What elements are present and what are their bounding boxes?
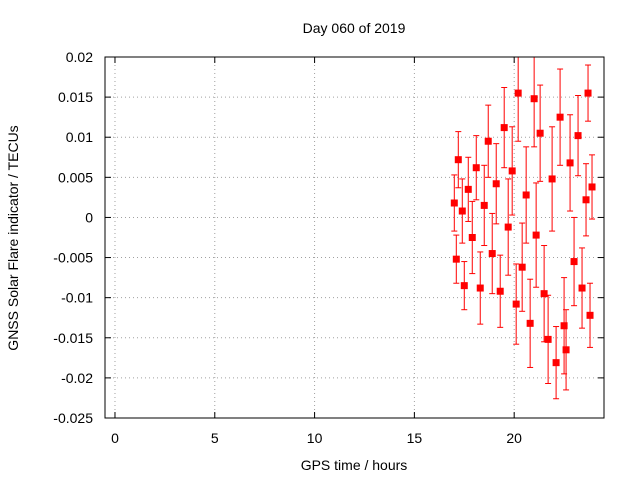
x-tick-label: 0	[111, 430, 119, 446]
data-point	[588, 183, 596, 191]
data-point	[518, 263, 526, 271]
data-point	[536, 129, 544, 137]
data-point	[512, 300, 520, 308]
x-axis-label: GPS time / hours	[301, 457, 408, 473]
data-point	[532, 231, 540, 239]
data-series	[450, 56, 596, 400]
plot-border	[104, 56, 605, 419]
data-point	[492, 180, 500, 188]
data-point	[514, 89, 522, 97]
data-point	[560, 322, 568, 330]
data-point	[480, 201, 488, 209]
x-tick-label: 5	[211, 430, 219, 446]
data-point	[566, 159, 574, 167]
y-tick-label: -0.015	[53, 330, 93, 346]
data-point	[464, 185, 472, 193]
data-point	[584, 89, 592, 97]
data-point	[574, 132, 582, 140]
data-point	[460, 282, 468, 290]
y-tick-label: -0.01	[61, 290, 93, 306]
axis-ticks	[105, 56, 604, 419]
data-point	[496, 287, 504, 295]
y-tick-label: 0.005	[58, 169, 93, 185]
data-point	[500, 124, 508, 132]
y-tick-label: 0.015	[58, 89, 93, 105]
data-point	[556, 113, 564, 121]
tick-labels: 0 5 10 15 20 -0.025 -0.02 -0.015 -0.01 -0.005 0 0.0…	[53, 49, 522, 446]
data-point	[530, 95, 538, 103]
data-point	[578, 284, 586, 292]
data-point	[570, 258, 578, 266]
data-point	[484, 137, 492, 145]
data-point	[472, 164, 480, 172]
y-tick-label: -0.025	[53, 410, 93, 426]
data-point	[548, 175, 556, 183]
data-point	[458, 207, 466, 215]
y-tick-label: -0.02	[61, 370, 93, 386]
data-point	[476, 284, 484, 292]
data-point	[504, 223, 512, 231]
data-point	[522, 191, 530, 199]
data-point	[468, 234, 476, 241]
data-point	[508, 167, 516, 175]
data-point	[562, 346, 570, 354]
y-axis-label: GNSS Solar Flare indicator / TECUs	[5, 125, 21, 350]
data-point	[540, 290, 548, 298]
data-point	[552, 359, 560, 367]
y-tick-label: 0	[85, 209, 93, 225]
grid-lines	[105, 56, 604, 419]
data-point	[450, 199, 458, 207]
y-tick-label: -0.005	[53, 250, 93, 266]
data-point	[488, 250, 496, 258]
chart-title: Day 060 of 2019	[303, 20, 406, 36]
x-tick-label: 10	[307, 430, 323, 446]
data-point	[544, 335, 552, 343]
data-point	[526, 319, 534, 327]
y-tick-label: 0.02	[66, 49, 93, 65]
x-tick-label: 20	[506, 430, 522, 446]
data-point	[454, 156, 462, 164]
data-point	[586, 311, 594, 319]
x-tick-label: 15	[407, 430, 423, 446]
data-point	[452, 255, 460, 263]
y-tick-label: 0.01	[66, 129, 93, 145]
data-point	[582, 196, 590, 204]
